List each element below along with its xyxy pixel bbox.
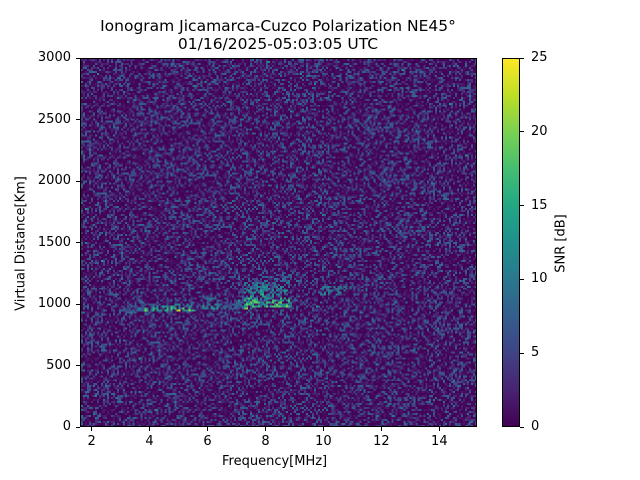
colorbar-tick-label: 5 bbox=[531, 345, 540, 361]
x-tick bbox=[264, 427, 266, 431]
x-tick bbox=[207, 427, 208, 431]
ionogram-plot-area bbox=[80, 58, 477, 427]
colorbar bbox=[502, 58, 520, 427]
x-tick-label: 12 bbox=[373, 434, 390, 449]
x-tick bbox=[322, 427, 324, 431]
x-tick-label: 2 bbox=[87, 434, 96, 449]
x-tick bbox=[91, 427, 93, 431]
y-axis-label: Virtual Distance[Km] bbox=[13, 176, 29, 311]
y-tick-label: 3000 bbox=[37, 50, 71, 65]
y-tick-label: 500 bbox=[46, 357, 71, 373]
x-tick bbox=[380, 427, 382, 431]
x-tick-label: 6 bbox=[203, 434, 212, 449]
y-tick-label: 2000 bbox=[37, 173, 71, 188]
y-tick-label: 0 bbox=[62, 419, 71, 434]
x-tick bbox=[149, 427, 151, 431]
colorbar-tick bbox=[520, 278, 524, 280]
colorbar-label: SNR [dB] bbox=[553, 214, 569, 273]
y-tick-label: 1500 bbox=[37, 234, 71, 250]
y-tick bbox=[76, 180, 80, 182]
y-tick-label: 2500 bbox=[37, 111, 71, 127]
y-tick bbox=[76, 365, 80, 366]
colorbar-tick-label: 0 bbox=[531, 419, 540, 434]
colorbar-tick bbox=[520, 205, 524, 207]
y-tick bbox=[76, 242, 80, 243]
chart-subtitle: 01/16/2025-05:03:05 UTC bbox=[177, 35, 379, 53]
colorbar-tick bbox=[520, 131, 524, 133]
x-tick-label: 4 bbox=[145, 434, 154, 449]
y-tick bbox=[76, 57, 80, 59]
colorbar-tick bbox=[520, 57, 524, 59]
heatmap-canvas bbox=[81, 59, 476, 426]
y-tick bbox=[76, 303, 80, 305]
colorbar-tick-label: 25 bbox=[531, 50, 548, 65]
x-tick-label: 10 bbox=[315, 434, 332, 449]
colorbar-tick-label: 20 bbox=[531, 123, 548, 139]
y-tick bbox=[76, 119, 80, 120]
x-tick bbox=[438, 427, 440, 431]
x-tick-label: 8 bbox=[261, 434, 270, 449]
x-tick-label: 14 bbox=[431, 434, 448, 449]
y-tick-label: 1000 bbox=[37, 296, 71, 311]
colorbar-tick-label: 15 bbox=[531, 197, 548, 213]
colorbar-tick-label: 10 bbox=[531, 271, 548, 287]
colorbar-tick bbox=[520, 426, 524, 428]
colorbar-tick bbox=[520, 352, 524, 354]
chart-title: Ionogram Jicamarca-Cuzco Polarization NE… bbox=[100, 17, 456, 35]
y-tick bbox=[76, 426, 80, 428]
x-axis-label: Frequency[MHz] bbox=[222, 454, 328, 469]
